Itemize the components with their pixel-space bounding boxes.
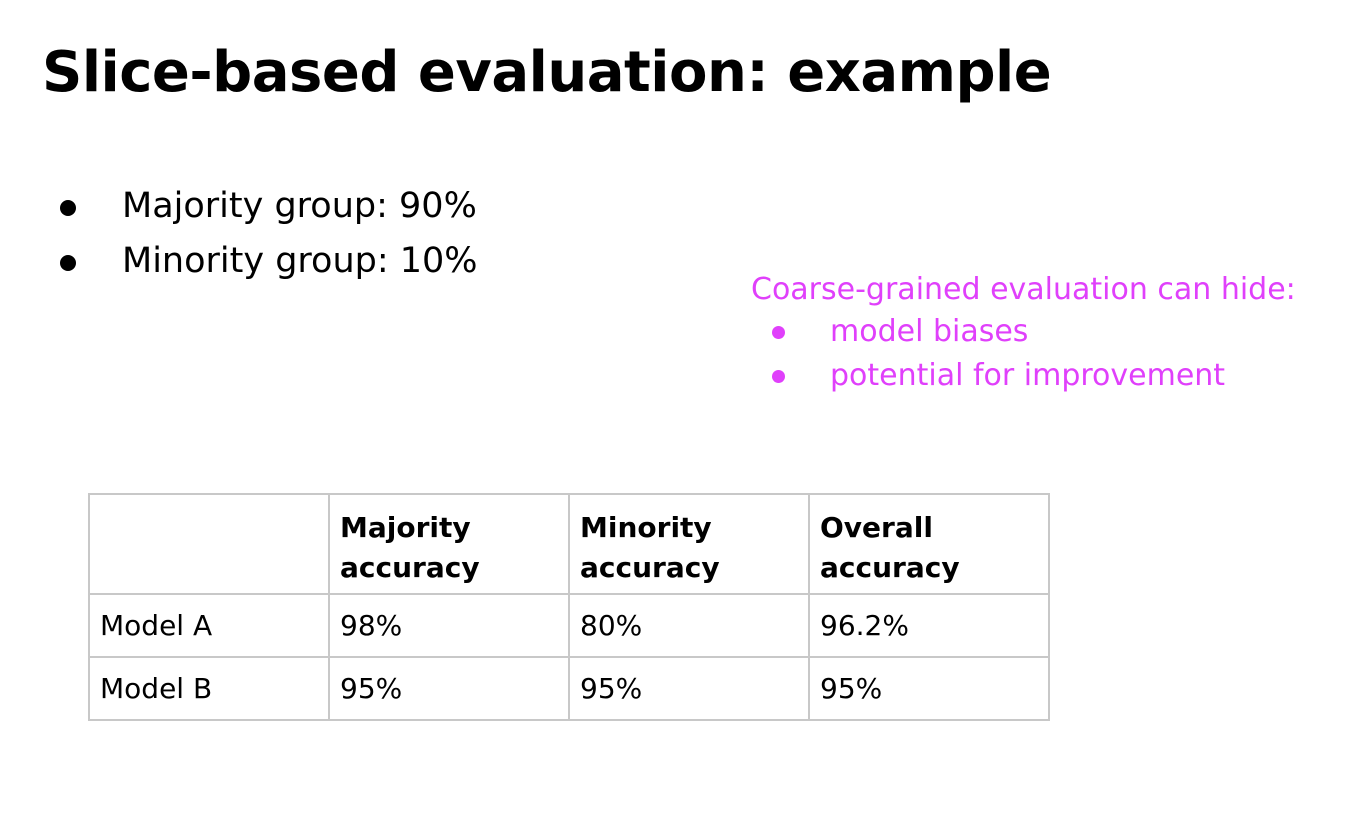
note-item-potential-improvement: potential for improvement xyxy=(751,356,1296,400)
group-share-list: Majority group: 90% Minority group: 10% xyxy=(56,183,478,293)
accuracy-table: Majority accuracy Minority accuracy Over… xyxy=(88,493,1050,721)
bullet-text: Minority group: 10% xyxy=(122,241,478,281)
majority-accuracy-cell: 95% xyxy=(328,656,570,721)
table-row: Model B 95% 95% 95% xyxy=(88,656,1050,721)
overall-accuracy-cell: 96.2% xyxy=(808,593,1050,658)
bullet-dot-icon xyxy=(772,326,785,339)
slide-title: Slice-based evaluation: example xyxy=(42,40,1052,105)
note-item-text: model biases xyxy=(830,314,1029,349)
table-row: Model A 98% 80% 96.2% xyxy=(88,593,1050,658)
minority-accuracy-cell: 95% xyxy=(568,656,810,721)
header-cell-minority-accuracy: Minority accuracy xyxy=(568,493,810,595)
note-item-model-biases: model biases xyxy=(751,312,1296,356)
header-cell-empty xyxy=(88,493,330,595)
table-header-row: Majority accuracy Minority accuracy Over… xyxy=(88,493,1050,595)
evaluation-note: Coarse-grained evaluation can hide: mode… xyxy=(751,270,1296,400)
row-label-cell: Model B xyxy=(88,656,330,721)
bullet-text: Majority group: 90% xyxy=(122,186,477,226)
header-cell-overall-accuracy: Overall accuracy xyxy=(808,493,1050,595)
note-list: model biases potential for improvement xyxy=(751,312,1296,400)
bullet-dot-icon xyxy=(60,255,76,271)
bullet-minority-group: Minority group: 10% xyxy=(56,238,478,293)
note-heading: Coarse-grained evaluation can hide: xyxy=(751,272,1296,307)
majority-accuracy-cell: 98% xyxy=(328,593,570,658)
row-label-cell: Model A xyxy=(88,593,330,658)
bullet-dot-icon xyxy=(772,370,785,383)
header-cell-majority-accuracy: Majority accuracy xyxy=(328,493,570,595)
bullet-dot-icon xyxy=(60,200,76,216)
bullet-majority-group: Majority group: 90% xyxy=(56,183,478,238)
minority-accuracy-cell: 80% xyxy=(568,593,810,658)
overall-accuracy-cell: 95% xyxy=(808,656,1050,721)
note-item-text: potential for improvement xyxy=(830,358,1226,393)
